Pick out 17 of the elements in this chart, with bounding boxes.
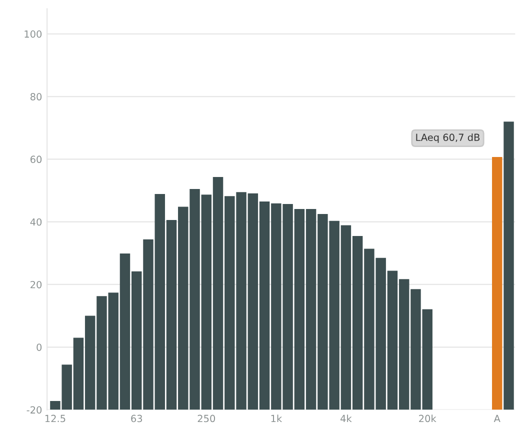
x-tick-label: 12.5	[45, 414, 66, 422]
x-tick-label: 63	[131, 414, 142, 422]
x-tick-label: 4k	[340, 414, 352, 422]
bar	[492, 157, 502, 410]
y-tick-label: 20	[30, 280, 42, 288]
x-tick-label: 250	[198, 414, 216, 422]
bar	[504, 122, 514, 410]
y-tick-label: 80	[30, 93, 42, 100]
x-tick-label: 1k	[271, 414, 282, 422]
y-tick-label: 0	[36, 344, 42, 351]
y-tick-label: -20	[26, 406, 42, 414]
y-tick-label: 100	[24, 30, 42, 38]
y-tick-label: 40	[30, 218, 42, 226]
y-tick-label: 60	[30, 156, 42, 164]
annotation: LAeq 60,7 dB	[416, 134, 480, 143]
x-tick-label: A	[494, 414, 500, 422]
x-tick-label: 20k	[419, 414, 436, 422]
